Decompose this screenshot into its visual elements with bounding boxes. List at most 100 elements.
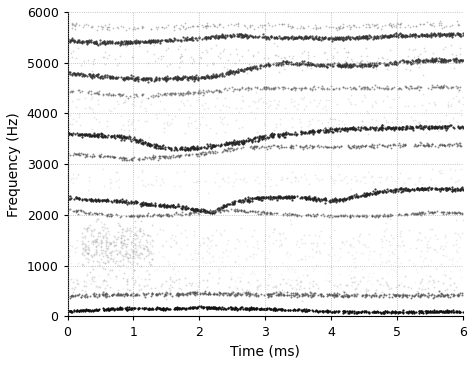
Point bbox=[94, 307, 101, 313]
Point bbox=[106, 239, 113, 245]
Point bbox=[117, 155, 125, 161]
Point bbox=[442, 292, 449, 298]
Point bbox=[248, 198, 256, 204]
Point bbox=[221, 147, 229, 153]
Point bbox=[101, 133, 109, 139]
Point bbox=[164, 202, 171, 208]
Point bbox=[396, 230, 404, 236]
Point bbox=[222, 71, 230, 77]
Point bbox=[213, 73, 221, 78]
Point bbox=[311, 308, 319, 314]
Point bbox=[194, 207, 201, 213]
Point bbox=[267, 143, 274, 149]
Point bbox=[149, 38, 156, 43]
Point bbox=[161, 106, 168, 112]
Point bbox=[448, 142, 456, 148]
Point bbox=[446, 186, 454, 192]
Point bbox=[231, 293, 239, 299]
Point bbox=[191, 232, 198, 238]
Point bbox=[147, 77, 155, 83]
Point bbox=[451, 188, 458, 194]
Point bbox=[190, 207, 197, 213]
Point bbox=[69, 132, 76, 138]
Point bbox=[143, 39, 150, 45]
Point bbox=[456, 142, 464, 147]
Point bbox=[201, 290, 208, 296]
Point bbox=[206, 207, 213, 213]
Point bbox=[400, 310, 407, 315]
Point bbox=[267, 306, 274, 312]
Point bbox=[158, 242, 165, 248]
Point bbox=[293, 212, 301, 218]
Point bbox=[256, 282, 264, 288]
Point bbox=[178, 144, 185, 150]
Point bbox=[80, 132, 88, 138]
Point bbox=[141, 200, 149, 206]
Point bbox=[228, 69, 236, 74]
Point bbox=[85, 88, 93, 94]
Point bbox=[81, 308, 88, 314]
Point bbox=[208, 209, 216, 215]
Point bbox=[170, 154, 177, 160]
Point bbox=[164, 212, 172, 218]
Point bbox=[243, 306, 250, 311]
Point bbox=[358, 292, 365, 298]
Point bbox=[110, 154, 118, 160]
Point bbox=[269, 61, 277, 67]
Point bbox=[262, 290, 270, 296]
Point bbox=[80, 308, 87, 314]
Point bbox=[420, 124, 428, 130]
Point bbox=[82, 197, 90, 203]
Point bbox=[332, 126, 340, 131]
Point bbox=[388, 173, 395, 179]
Point bbox=[93, 132, 100, 138]
Point bbox=[367, 293, 374, 299]
Point bbox=[277, 292, 284, 298]
Point bbox=[418, 248, 425, 254]
Point bbox=[424, 309, 432, 315]
Point bbox=[94, 197, 102, 203]
Point bbox=[300, 36, 307, 42]
Point bbox=[141, 77, 149, 82]
Point bbox=[137, 137, 144, 143]
Point bbox=[418, 185, 426, 191]
Point bbox=[66, 89, 74, 95]
Point bbox=[223, 207, 231, 213]
Point bbox=[315, 144, 323, 150]
Point bbox=[192, 179, 200, 185]
Point bbox=[376, 189, 384, 195]
Point bbox=[323, 64, 330, 70]
Point bbox=[306, 196, 314, 201]
Point bbox=[166, 291, 174, 296]
Point bbox=[396, 21, 403, 27]
Point bbox=[237, 304, 245, 310]
Point bbox=[248, 208, 256, 214]
Point bbox=[336, 87, 343, 92]
Point bbox=[179, 73, 187, 79]
Point bbox=[291, 291, 299, 296]
Point bbox=[191, 250, 199, 256]
Point bbox=[428, 141, 436, 147]
Point bbox=[373, 61, 380, 66]
Point bbox=[281, 307, 288, 313]
Point bbox=[356, 231, 364, 237]
Point bbox=[454, 89, 462, 95]
Point bbox=[454, 124, 462, 130]
Point bbox=[355, 194, 362, 200]
Point bbox=[116, 305, 124, 311]
Point bbox=[226, 104, 233, 110]
Point bbox=[82, 152, 90, 158]
Point bbox=[357, 58, 365, 64]
Point bbox=[145, 39, 152, 45]
Point bbox=[93, 307, 100, 313]
Point bbox=[230, 200, 238, 206]
Point bbox=[99, 131, 106, 137]
Point bbox=[137, 242, 145, 248]
Point bbox=[419, 124, 426, 130]
Point bbox=[348, 195, 356, 201]
Point bbox=[129, 155, 137, 161]
Point bbox=[410, 187, 418, 193]
Point bbox=[203, 141, 211, 147]
Point bbox=[394, 212, 401, 218]
Point bbox=[122, 290, 130, 296]
